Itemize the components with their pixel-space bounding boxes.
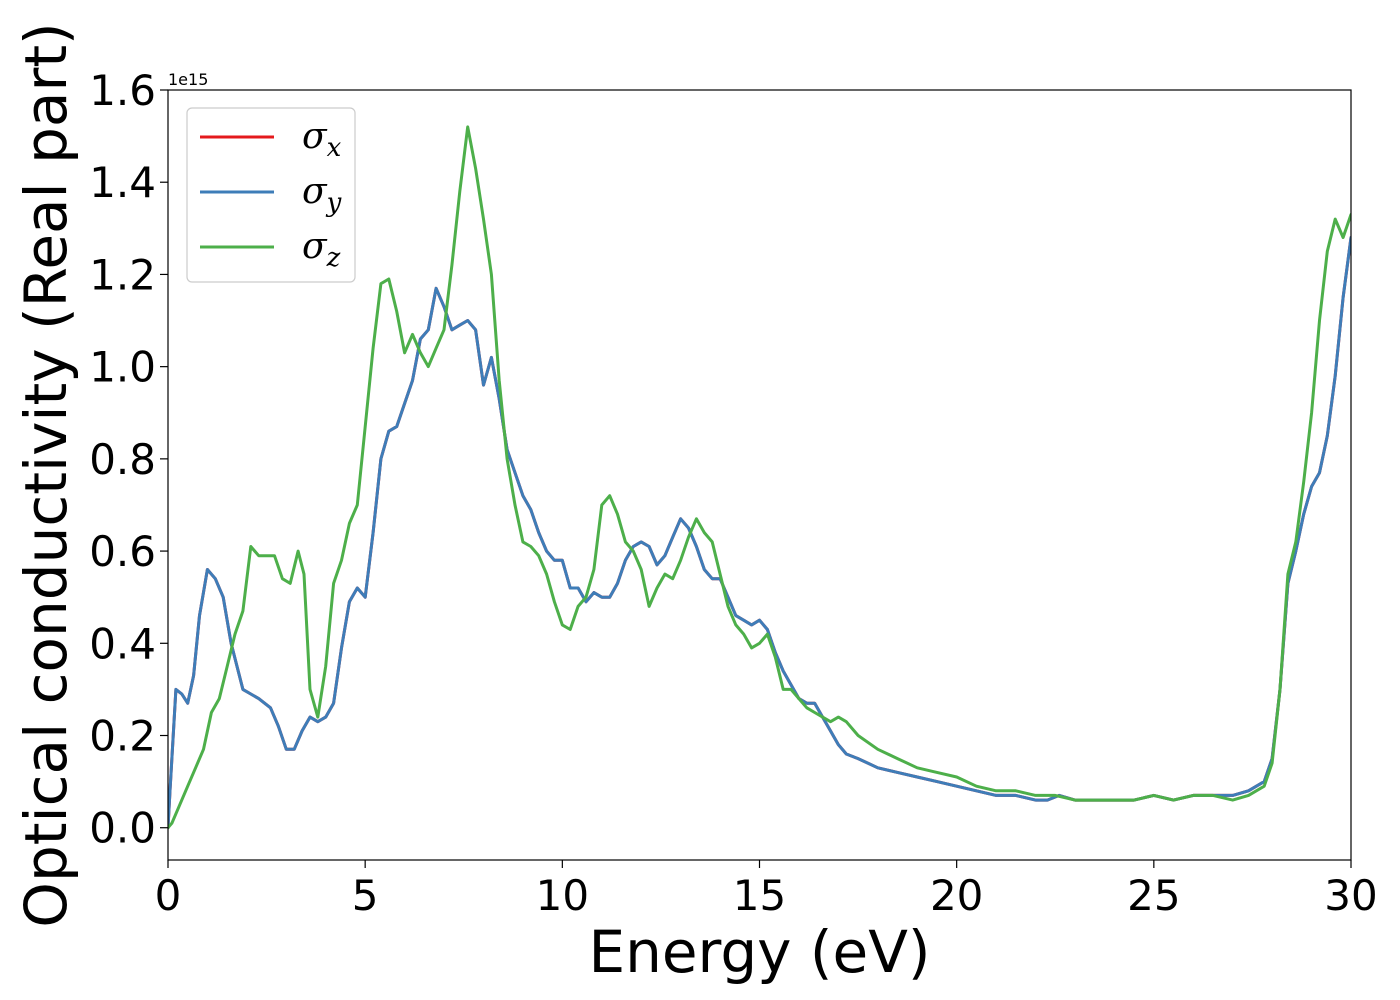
legend-label-symbol: σ xyxy=(302,226,328,267)
x-axis-label: Energy (eV) xyxy=(588,918,930,986)
y-tick-label: 0.2 xyxy=(89,712,156,761)
x-tick-label: 30 xyxy=(1324,871,1377,920)
legend-label-y: σy xyxy=(302,171,342,218)
x-tick-label: 25 xyxy=(1127,871,1180,920)
legend-label-subscript: x xyxy=(327,133,342,163)
legend-box xyxy=(186,107,356,283)
y-axis-label: Optical conductivity (Real part) xyxy=(12,22,80,927)
legend-label-subscript: y xyxy=(326,188,342,218)
y-tick-label: 0.4 xyxy=(89,619,156,668)
y-tick-label: 1.2 xyxy=(89,250,156,299)
legend-label-z: σz xyxy=(302,226,341,273)
y-tick-label: 0.0 xyxy=(89,804,156,853)
x-axis: 0 5 10 15 20 25 30 xyxy=(155,860,1378,920)
legend-label-symbol: σ xyxy=(302,171,328,212)
x-tick-label: 20 xyxy=(930,871,983,920)
x-tick-label: 10 xyxy=(536,871,589,920)
y-offset-label: 1e15 xyxy=(168,70,208,89)
y-tick-label: 1.6 xyxy=(89,66,156,115)
y-tick-label: 1.0 xyxy=(89,343,156,392)
y-tick-label: 1.4 xyxy=(89,158,156,207)
legend-label-symbol: σ xyxy=(302,116,328,157)
x-tick-label: 5 xyxy=(352,871,379,920)
x-tick-label: 15 xyxy=(733,871,786,920)
y-axis: 0.0 0.2 0.4 0.6 0.8 1.0 1.2 1.4 1.6 xyxy=(89,66,168,853)
x-tick-label: 0 xyxy=(155,871,182,920)
series-layer xyxy=(168,125,1351,830)
y-tick-label: 0.8 xyxy=(89,435,156,484)
y-tick-label: 0.6 xyxy=(89,527,156,576)
legend-label-x: σx xyxy=(302,116,342,163)
legend-label-subscript: z xyxy=(326,243,341,273)
series-line-z xyxy=(168,125,1351,830)
